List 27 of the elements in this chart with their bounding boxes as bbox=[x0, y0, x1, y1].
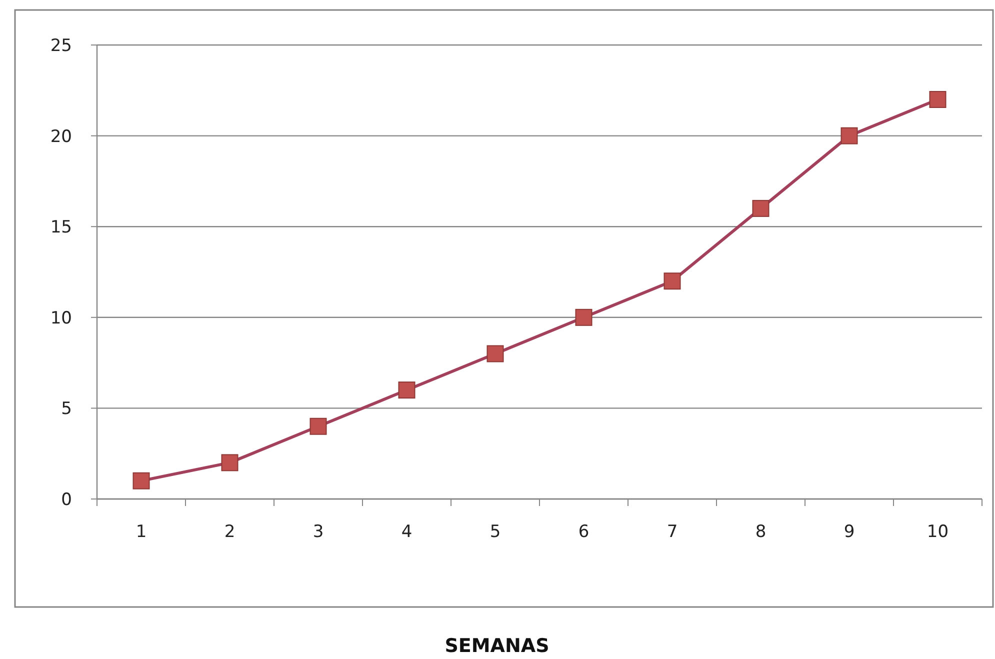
point bbox=[398, 382, 416, 399]
point bbox=[575, 308, 592, 326]
y-tick-label: 10 bbox=[50, 308, 72, 328]
point bbox=[929, 90, 946, 108]
y-tick-label: 15 bbox=[50, 218, 72, 238]
y-tick-label: 20 bbox=[50, 126, 72, 147]
x-tick-label: 3 bbox=[312, 522, 324, 542]
point bbox=[132, 472, 150, 490]
x-tick-label: 1 bbox=[136, 522, 147, 542]
point bbox=[310, 418, 327, 435]
point bbox=[752, 200, 770, 217]
y-tick-label: 25 bbox=[50, 36, 72, 56]
point bbox=[221, 454, 238, 472]
x-tick-label: 10 bbox=[926, 522, 949, 542]
point bbox=[664, 272, 681, 290]
x-tick-label: 7 bbox=[666, 522, 678, 542]
x-tick-label: 8 bbox=[755, 522, 766, 542]
x-tick-label: 6 bbox=[578, 522, 590, 542]
x-tick-label: 2 bbox=[224, 522, 236, 542]
point bbox=[486, 345, 504, 362]
y-tick-label: 0 bbox=[61, 490, 72, 510]
x-tick-label: 4 bbox=[401, 522, 412, 542]
point bbox=[840, 127, 858, 144]
x-tick-label: 9 bbox=[844, 522, 855, 542]
y-tick-label: 5 bbox=[61, 399, 72, 420]
x-tick-label: 5 bbox=[490, 522, 501, 542]
x-axis-title: SEMANAS bbox=[444, 635, 550, 657]
